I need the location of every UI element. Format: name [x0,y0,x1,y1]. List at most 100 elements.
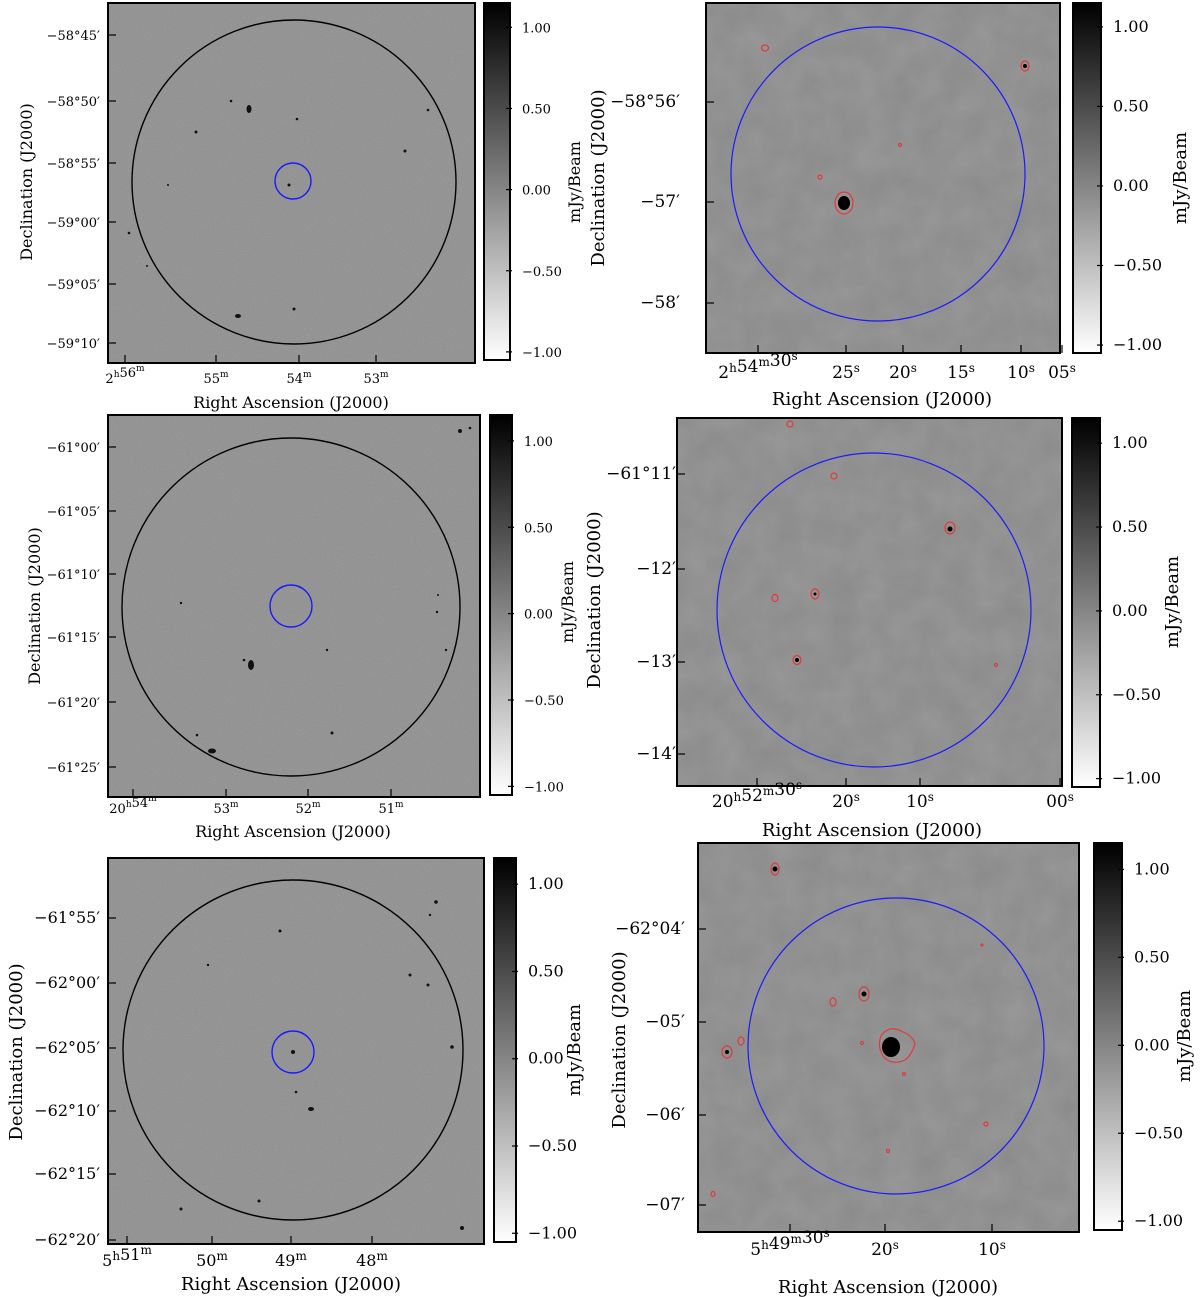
y-tick-label: −05′ [645,1012,685,1032]
x-tick-label: 51m [378,800,404,817]
x-tick-label: 20s [832,790,860,812]
x-tick-label: 10s [978,1238,1006,1260]
x-tick-labels: 2h56m 55m 54m 53m [105,355,389,387]
zoom-circle [269,584,313,628]
colorbar-tick-label: 1.00 [1112,433,1148,452]
colorbar-tick-labels: 1.00 0.50 0.00 −0.50 −1.00 [506,21,562,361]
y-tick-labels: −58°45′ −58°50′ −58°55′ −59°00′ −59°05′ −59°1… [47,29,116,352]
y-axis-label: Declination (J2000) [25,527,44,685]
x-tick-label: 55m [203,370,229,387]
colorbar-tick-label: 0.00 [524,608,553,623]
y-tick-label: −62°05′ [34,1038,100,1057]
y-tick-labels: −61°11′ −12′ −13′ −14′ [606,464,685,764]
x-tick-label: 2h56m [105,364,145,387]
zoom-circle [274,162,312,200]
colorbar-tick-label: 1.00 [528,874,564,893]
colorbar-tick-label: −1.00 [528,1223,577,1242]
colorbar-tick-labels: 1.00 0.50 0.00 −0.50 −1.00 [508,435,564,795]
y-tick-label: −61°55′ [34,908,100,927]
panel-3-image [107,414,481,798]
colorbar-tick-label: 0.50 [1112,517,1148,536]
sources [725,866,900,1057]
y-tick-label: −58′ [640,293,680,313]
x-tick-labels: 5h49m30s 20s 10s [750,1224,1006,1260]
y-tick-label: −61°05′ [47,505,100,520]
x-tick-label: 5h51m [102,1243,152,1270]
colorbar-label: mJy/Beam [1174,990,1195,1082]
panel-4-image [676,417,1063,787]
colorbar-tick-label: 1.00 [524,435,553,450]
y-tick-label: −61°00′ [47,441,100,456]
y-tick-label: −62°10′ [34,1101,100,1120]
y-tick-labels: −62°04′ −05′ −06′ −07′ [615,919,706,1215]
y-tick-label: −61°11′ [606,464,676,484]
colorbar-tick-label: −0.50 [1134,1123,1183,1142]
x-axis-label: Right Ascension (J2000) [193,393,389,412]
y-tick-label: −57′ [640,192,680,212]
x-tick-label: 05s [1048,361,1076,383]
colorbar-tick-label: −1.00 [1112,769,1161,788]
x-tick-label: 53m [363,370,389,387]
y-tick-labels: −61°55′ −62°00′ −62°05′ −62°10′ −62°15′ −62°2… [34,908,116,1249]
x-tick-label: 20h54m [109,794,157,817]
y-tick-label: −12′ [636,559,676,579]
colorbar-tick-labels: 1.00 0.50 0.00 −0.50 −1.00 [1096,433,1161,788]
y-tick-label: −61°20′ [47,696,100,711]
colorbar-label: mJy/Beam [1162,556,1183,648]
y-tick-label: −58°56′ [610,92,680,112]
colorbar-tick-label: 0.00 [522,184,551,199]
x-axis-label: Right Ascension (J2000) [181,1274,401,1295]
point-sources [179,900,464,1230]
x-axis-label: Right Ascension (J2000) [778,1277,998,1297]
field-circle [131,19,457,345]
colorbar-tick-label: −0.50 [522,265,562,280]
colorbar-tick-label: −0.50 [1113,256,1162,275]
colorbar-tick-labels: 1.00 0.50 0.00 −0.50 −1.00 [1118,859,1183,1230]
x-tick-label: 5h49m30s [750,1226,829,1260]
y-tick-label: −61°15′ [47,631,100,646]
colorbar-tick-label: 0.00 [1113,176,1149,195]
field-circle [121,437,461,777]
y-tick-label: −59°05′ [47,278,100,293]
colorbar-tick-label: 0.50 [524,521,553,536]
x-axis-label: Right Ascension (J2000) [762,820,982,841]
colorbar-tick-labels: 1.00 0.50 0.00 −0.50 −1.00 [1097,17,1162,354]
panel-6-colorbar: 1.00 0.50 0.00 −0.50 −1.00 mJy/Beam [1093,842,1195,1231]
y-tick-labels: −58°56′ −57′ −58′ [610,92,714,313]
colorbar-tick-label: −0.50 [1112,685,1161,704]
colorbar-tick-label: 0.50 [1134,947,1170,966]
field-circle [122,879,464,1221]
x-tick-label: 20s [871,1238,899,1260]
zoom-circle [747,897,1045,1195]
contours [760,44,1030,215]
y-axis-label: Declination (J2000) [6,963,27,1140]
x-tick-label: 20s [889,361,917,383]
x-tick-label: 54m [286,370,312,387]
colorbar-tick-labels: 1.00 0.50 0.00 −0.50 −1.00 [512,874,577,1242]
x-tick-labels: 5h51m 50m 49m 48m [102,1236,388,1270]
x-tick-labels: 20h54m 53m 52m 51m [109,789,404,817]
colorbar-tick-label: −0.50 [528,1136,577,1155]
y-axis-label: Declination (J2000) [609,951,630,1128]
colorbar-label: mJy/Beam [564,1004,585,1096]
contours [710,862,989,1198]
panel-2: 1.000.500.00−0.50−1.00 mJy/Beam −58°56′−… [588,2,1191,410]
x-tick-label: 20h52m30s [712,778,802,812]
y-tick-label: −62°15′ [34,1164,100,1183]
y-axis-label: Declination (J2000) [588,89,609,266]
panel-5-colorbar: 1.00 0.50 0.00 −0.50 −1.00 mJy/Beam [493,857,585,1243]
y-tick-label: −61°10′ [47,568,100,583]
y-tick-label: −62°04′ [615,919,685,939]
zoom-circle [716,452,1032,768]
panel-1-image [107,2,476,364]
colorbar-tick-label: 0.00 [1134,1035,1170,1054]
x-tick-label: 49m [275,1249,307,1270]
colorbar-label: mJy/Beam [565,141,584,223]
colorbar-tick-label: 1.00 [1134,859,1170,878]
y-tick-label: −58°45′ [47,29,100,44]
sources [838,64,1027,210]
colorbar-tick-label: −1.00 [1134,1211,1183,1230]
y-tick-label: −59°00′ [47,216,100,231]
panel-6: 1.00 0.50 0.00 −0.50 −1.00 mJy/Beam −62°04′ −… [609,842,1195,1297]
